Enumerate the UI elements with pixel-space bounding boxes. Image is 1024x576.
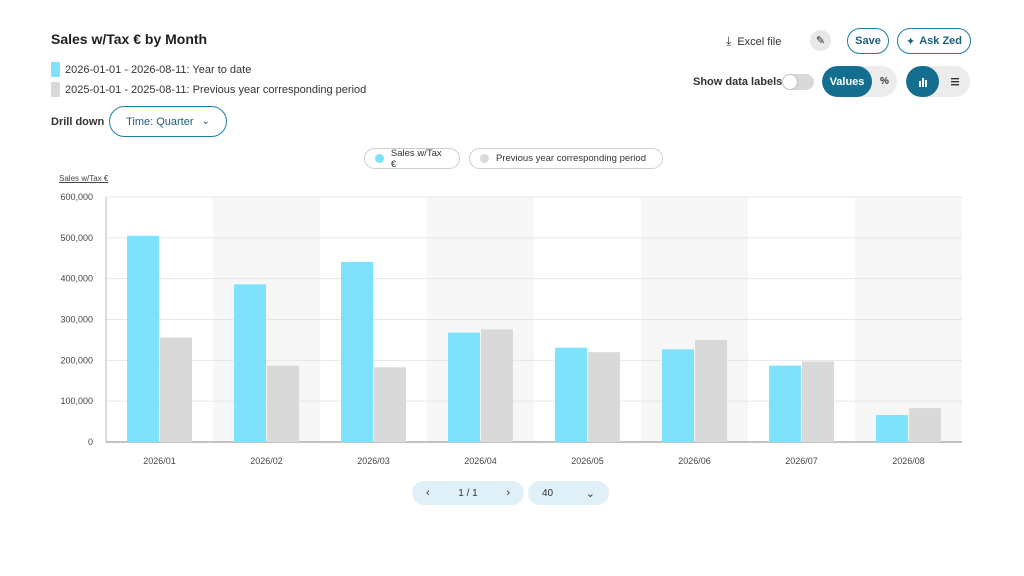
y-tick-label: 100,000 (60, 396, 93, 406)
values-mode-button[interactable]: Values (822, 66, 872, 97)
y-tick-label: 200,000 (60, 355, 93, 365)
chevron-down-icon: ⌄ (201, 116, 210, 127)
list-icon (950, 77, 959, 85)
period-previous-label: 2025-01-01 - 2025-08-11: Previous year c… (65, 83, 367, 96)
y-tick-label: 0 (88, 437, 93, 447)
legend-item-previous[interactable]: Previous year corresponding period (469, 148, 663, 169)
bar-current (876, 415, 908, 442)
sparkle-icon: ✦ (905, 35, 916, 48)
bar-previous (802, 361, 834, 442)
bar-chart-icon (918, 77, 927, 87)
ask-zed-button[interactable]: ✦ Ask Zed (897, 28, 971, 54)
page-title: Sales w/Tax € by Month (51, 31, 208, 47)
edit-button[interactable]: ✎ (810, 30, 831, 51)
y-tick-label: 600,000 (60, 192, 93, 202)
x-tick-label: 2026/03 (357, 456, 390, 466)
bar-chart-button[interactable] (906, 66, 939, 97)
current-period-swatch (51, 62, 60, 77)
legend-dot-previous (480, 154, 489, 163)
bar-current (234, 284, 266, 442)
legend-dot-current (375, 154, 384, 163)
bar-previous (267, 365, 299, 442)
y-tick-label: 500,000 (60, 233, 93, 243)
value-mode-switch: Values % (822, 66, 897, 97)
bar-previous (481, 329, 513, 442)
table-view-button[interactable] (939, 66, 970, 97)
x-tick-label: 2026/08 (892, 456, 925, 466)
x-tick-label: 2026/02 (250, 456, 283, 466)
prev-page-icon[interactable]: ‹ (426, 487, 430, 499)
drill-down-label: Drill down (51, 116, 105, 128)
y-tick-label: 400,000 (60, 274, 93, 284)
pencil-icon: ✎ (815, 35, 826, 47)
page-size-value: 40 (542, 487, 554, 499)
y-axis-title: Sales w/Tax € (59, 174, 109, 183)
drill-down-value: Time: Quarter (126, 115, 194, 128)
bar-previous (588, 352, 620, 442)
bar-current (448, 332, 480, 442)
x-tick-label: 2026/04 (464, 456, 497, 466)
x-tick-label: 2026/05 (571, 456, 604, 466)
legend-item-current[interactable]: Sales w/Tax € (364, 147, 460, 170)
bar-previous (909, 408, 941, 442)
chevron-down-icon: ⌄ (585, 487, 595, 500)
drill-down-select[interactable]: Time: Quarter ⌄ (109, 106, 227, 137)
ask-zed-label: Ask Zed (919, 35, 962, 47)
bar-current (127, 235, 159, 442)
next-page-icon[interactable]: › (506, 487, 510, 499)
x-tick-label: 2026/06 (678, 456, 711, 466)
excel-label: Excel file (737, 35, 782, 48)
period-current: 2026-01-01 - 2026-08-11: Year to date (51, 62, 251, 77)
toggle-knob (783, 75, 797, 89)
page-size-select[interactable]: 40 ⌄ (528, 481, 609, 505)
period-previous: 2025-01-01 - 2025-08-11: Previous year c… (51, 82, 366, 97)
x-tick-label: 2026/01 (143, 456, 176, 466)
percent-mode-button[interactable]: % (880, 76, 889, 87)
bar-current (769, 365, 801, 442)
excel-export-button[interactable]: ⤓ Excel file (726, 34, 781, 49)
pagination-control: ‹ 1 / 1 › (412, 481, 524, 505)
bar-current (555, 347, 587, 442)
bar-previous (160, 337, 192, 442)
legend-label-current: Sales w/Tax € (390, 147, 442, 170)
x-tick-label: 2026/07 (785, 456, 818, 466)
legend-label-previous: Previous year corresponding period (496, 153, 646, 164)
show-data-labels-toggle[interactable] (782, 74, 814, 90)
bar-current (662, 349, 694, 442)
show-data-labels-label: Show data labels (693, 76, 783, 88)
period-current-label: 2026-01-01 - 2026-08-11: Year to date (65, 63, 252, 76)
chart-type-switch (906, 66, 970, 97)
save-button[interactable]: Save (847, 28, 889, 54)
page-indicator: 1 / 1 (458, 487, 478, 499)
download-icon: ⤓ (726, 34, 732, 48)
bar-previous (695, 339, 727, 442)
previous-period-swatch (51, 82, 60, 97)
y-tick-label: 300,000 (60, 315, 93, 325)
bar-current (341, 261, 373, 442)
bar-previous (374, 367, 406, 442)
